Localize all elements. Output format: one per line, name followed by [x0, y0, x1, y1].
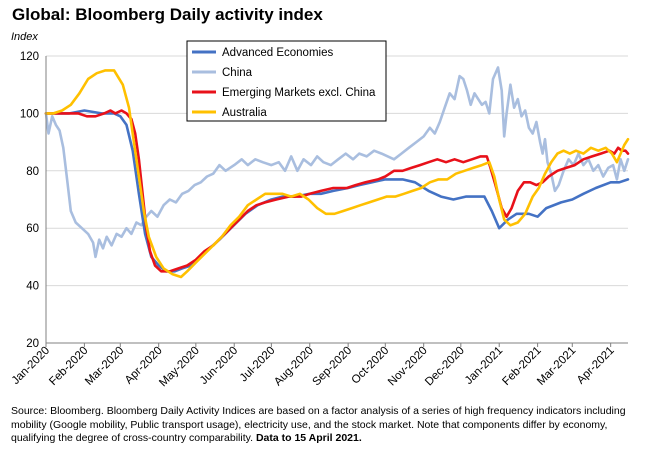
y-tick-label-100: 100 — [20, 108, 39, 120]
legend-label-australia: Australia — [222, 107, 267, 119]
data-date-note: Data to 15 April 2021. — [255, 432, 362, 444]
x-tick-label-Aug-2020: Aug-2020 — [272, 345, 316, 389]
y-tick-label-80: 80 — [26, 166, 39, 178]
series-line-em — [44, 109, 630, 273]
legend-label-advanced: Advanced Economies — [222, 47, 333, 59]
legend: Advanced Economies China Emerging Markets … — [186, 40, 387, 122]
x-tick-label-Mar-2020: Mar-2020 — [83, 345, 126, 388]
y-axis-label: Index — [11, 31, 38, 43]
series-line-australia — [44, 69, 630, 279]
source-text: Source: Bloomberg. Bloomberg Daily Activ… — [11, 405, 626, 444]
y-tick-label-40: 40 — [26, 281, 39, 293]
x-tick-label-Jan-2021: Jan-2021 — [463, 345, 505, 387]
y-tick-label-60: 60 — [26, 223, 39, 235]
x-tick-label-Nov-2020: Nov-2020 — [386, 345, 430, 389]
x-tick-label-May-2020: May-2020 — [157, 345, 202, 390]
chart-title: Global: Bloomberg Daily activity index — [12, 5, 323, 24]
line-chart: 20406080100120Jan-2020Feb-2020Mar-2020Ap… — [10, 40, 630, 390]
series-line-china — [44, 66, 630, 259]
x-tick-label-Jan-2020: Jan-2020 — [10, 345, 52, 387]
source-note: Source: Bloomberg. Bloomberg Daily Activ… — [11, 405, 639, 446]
series-layer — [44, 66, 630, 279]
x-tick-label-Sep-2020: Sep-2020 — [311, 345, 355, 389]
y-tick-label-120: 120 — [20, 51, 39, 63]
legend-label-em: Emerging Markets excl. China — [222, 87, 376, 99]
series-line-advanced — [44, 109, 630, 273]
x-tick-label-Dec-2020: Dec-2020 — [423, 345, 467, 389]
x-tick-label-Jun-2020: Jun-2020 — [198, 345, 240, 387]
legend-label-china: China — [222, 67, 253, 79]
x-tick-label-Jul-2020: Jul-2020 — [238, 345, 278, 385]
x-tick-label-Apr-2021: Apr-2021 — [575, 345, 617, 387]
y-tick-label-20: 20 — [26, 338, 39, 350]
legend-box — [186, 40, 387, 122]
